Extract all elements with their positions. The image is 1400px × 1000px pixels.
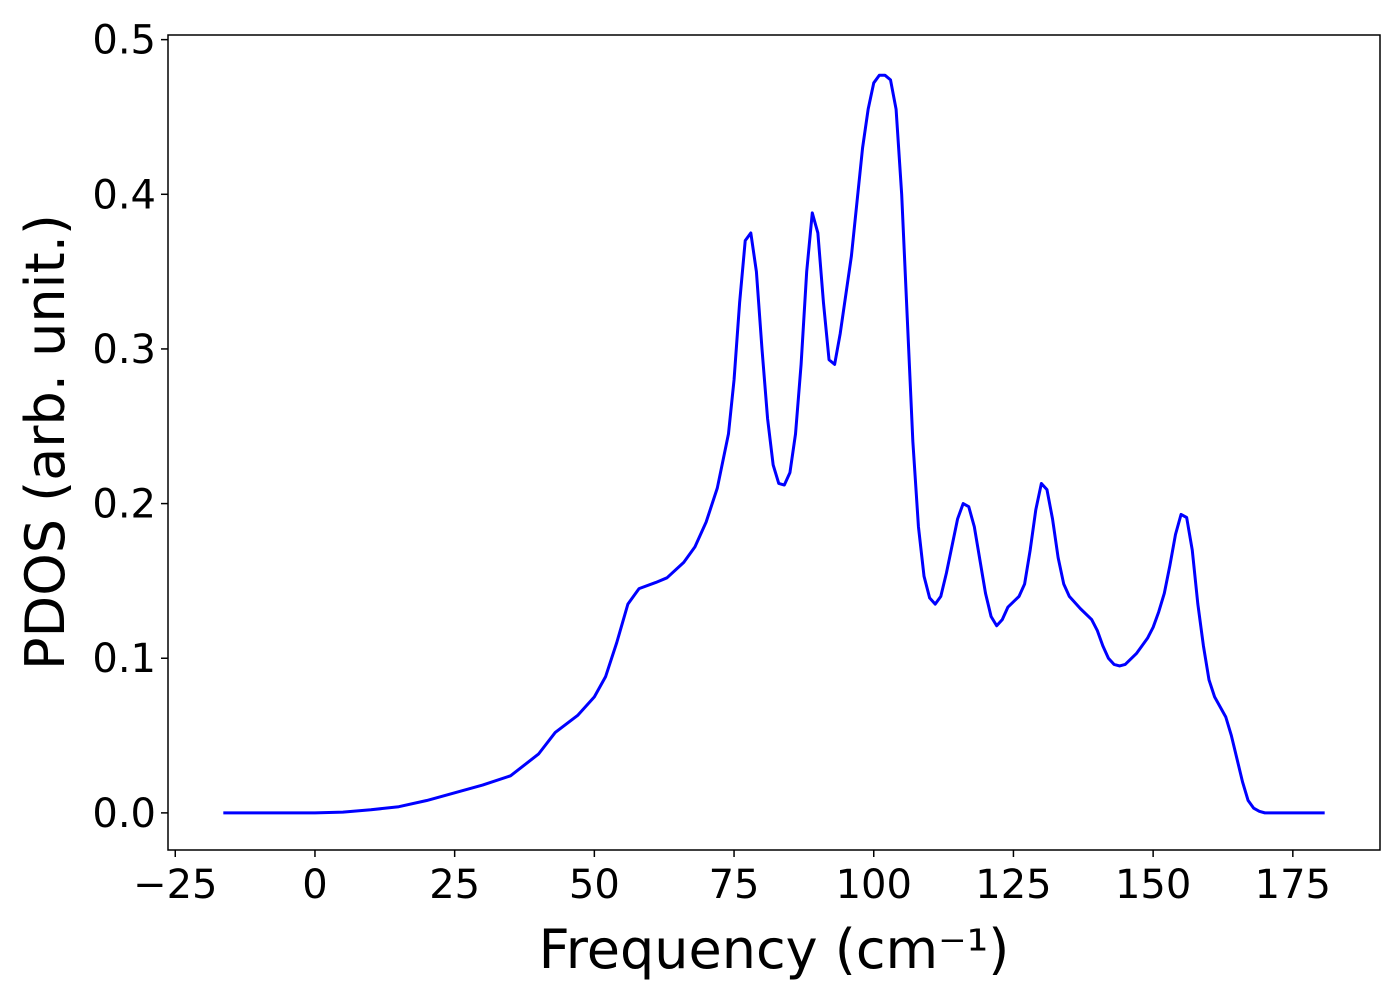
x-tick-label: 125 [975, 862, 1051, 908]
y-axis-label: PDOS (arb. unit.) [14, 214, 77, 670]
y-tick-label: 0.1 [92, 636, 156, 682]
y-tick-label: 0.5 [92, 18, 156, 64]
x-tick-label: −25 [133, 862, 217, 908]
x-tick-label: 50 [569, 862, 620, 908]
x-axis-label: Frequency (cm⁻¹) [539, 918, 1010, 981]
y-tick-label: 0.0 [92, 791, 156, 837]
x-tick-label: 0 [302, 862, 327, 908]
x-tick-label: 175 [1255, 862, 1331, 908]
plot-frame [167, 34, 1381, 851]
x-tick-label: 75 [709, 862, 760, 908]
y-tick-label: 0.3 [92, 327, 156, 373]
x-tick-label: 150 [1115, 862, 1191, 908]
x-tick-label: 25 [429, 862, 480, 908]
line-series [223, 73, 1325, 815]
y-tick-label: 0.4 [92, 172, 156, 218]
y-tick-label: 0.2 [92, 482, 156, 528]
x-tick-label: 100 [836, 862, 912, 908]
